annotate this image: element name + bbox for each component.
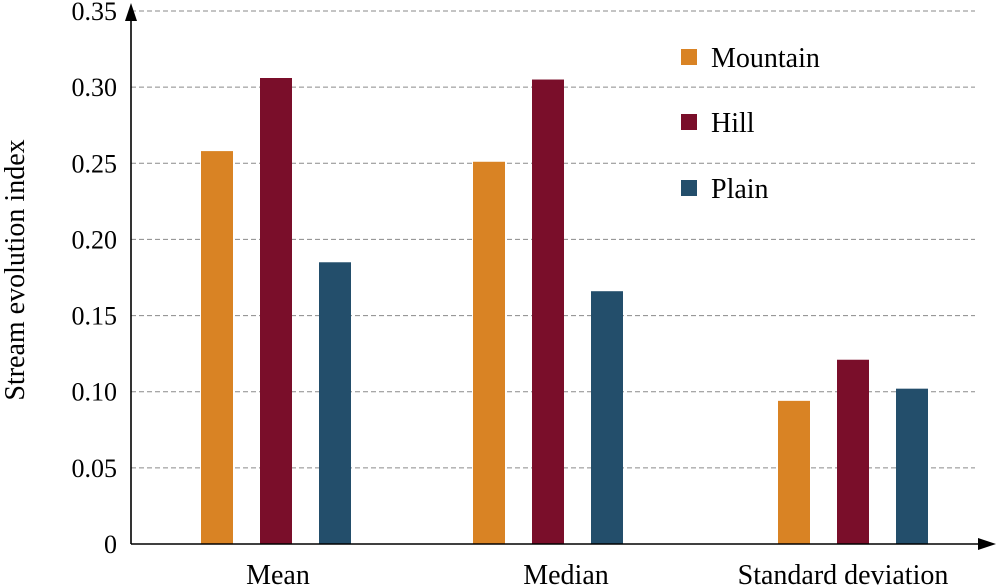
axes <box>125 3 996 550</box>
x-category-label: Standard deviation <box>738 560 949 588</box>
bar-hill-mean <box>260 78 292 545</box>
y-tick-label: 0.20 <box>72 225 118 254</box>
y-tick-label: 0 <box>104 530 117 559</box>
x-axis-arrow <box>978 538 996 550</box>
legend-swatch-hill <box>681 114 697 130</box>
y-tick-label: 0.35 <box>72 0 118 26</box>
y-axis-arrow <box>125 3 137 21</box>
legend-swatch-mountain <box>681 49 697 65</box>
legend-label-mountain: Mountain <box>711 43 820 74</box>
y-tick-label: 0.15 <box>72 302 118 331</box>
legend-label-hill: Hill <box>711 108 755 139</box>
y-tick-label: 0.05 <box>72 454 118 483</box>
legend: Mountain Hill Plain <box>681 43 820 205</box>
y-axis-title: Stream evolution index <box>0 139 31 400</box>
bar-plain-standard-deviation <box>896 388 928 544</box>
y-tick-labels: 0 0.05 0.10 0.15 0.20 0.25 0.30 0.35 <box>72 0 118 559</box>
bar-hill-standard-deviation <box>837 359 869 544</box>
x-category-label: Mean <box>246 560 310 588</box>
x-category-label: Median <box>523 560 609 588</box>
x-category-labels: Mean Median Standard deviation <box>246 560 948 588</box>
bar-mountain-standard-deviation <box>778 400 810 544</box>
y-tick-label: 0.30 <box>72 73 118 102</box>
legend-swatch-plain <box>681 180 697 196</box>
legend-label-plain: Plain <box>711 174 769 205</box>
y-tick-label: 0.25 <box>72 149 118 178</box>
bars <box>201 78 928 545</box>
bar-plain-mean <box>319 262 351 544</box>
bar-mountain-mean <box>201 151 233 545</box>
y-tick-label: 0.10 <box>72 378 118 407</box>
bar-plain-median <box>591 291 623 544</box>
bar-mountain-median <box>473 161 505 544</box>
bar-hill-median <box>532 79 564 545</box>
